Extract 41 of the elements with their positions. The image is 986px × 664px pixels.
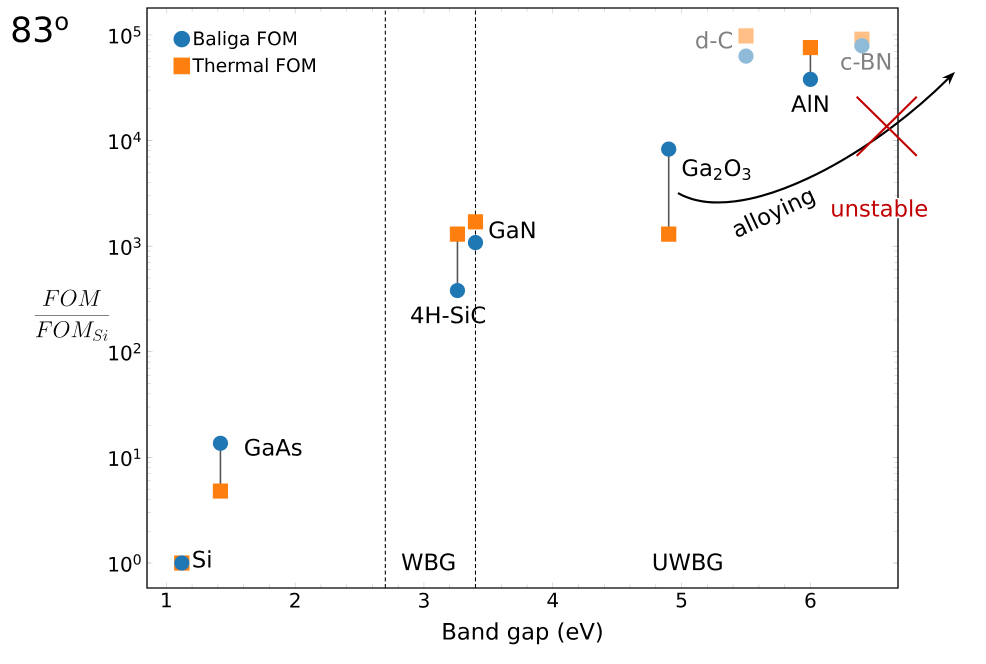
annotation: Ga$_{2}$O$_{3}$ (682, 159, 750, 180)
y-tick-label: 10$^{2}$ (109, 342, 140, 361)
y-tick-label: 10$^{1}$ (109, 448, 140, 466)
point (738, 48, 754, 64)
y-tick-label: 10$^{0}$ (109, 554, 141, 572)
annotation: WBG (402, 553, 454, 570)
point (661, 226, 676, 242)
point (802, 72, 818, 87)
point (450, 226, 466, 242)
x-tick-label: 1 (162, 592, 171, 608)
annotation: c-BN (841, 53, 890, 70)
x-axis-title: Band gap (eV) (444, 622, 602, 644)
y-tick-label: 10$^{5}$ (109, 26, 140, 44)
legend-label: Thermal FOM (192, 58, 315, 72)
point (212, 483, 228, 499)
y-tick-label: 10$^{4}$ (109, 132, 141, 150)
point (854, 38, 870, 54)
point (738, 28, 754, 44)
annotation: unstable (832, 199, 928, 217)
annotation: AlN (791, 94, 828, 112)
point (468, 235, 484, 250)
point (212, 436, 228, 451)
y-tick-label: 10$^{3}$ (109, 237, 140, 255)
annotation: d-C (696, 31, 732, 49)
x-tick-label: 2 (290, 592, 300, 608)
annotation: GaAs (245, 438, 302, 456)
x-tick-label: 5 (676, 592, 686, 608)
annotation: UWBG (654, 553, 722, 570)
annotation: GaN (489, 221, 534, 238)
point (802, 40, 818, 56)
point (468, 214, 484, 230)
point (661, 142, 676, 157)
annotation: 4H-SiC (411, 306, 485, 324)
y-axis-title: $\frac{FOM}{FOM_{Si}}$ (34, 290, 109, 342)
x-tick-label: 6 (805, 592, 816, 608)
point (450, 282, 466, 298)
text: 83$^{o}$ (12, 16, 68, 42)
annotation: Si (193, 550, 210, 568)
x-tick-label: 4 (547, 592, 558, 608)
legend-label: Baliga FOM (194, 30, 296, 50)
x-tick-label: 3 (419, 592, 429, 608)
